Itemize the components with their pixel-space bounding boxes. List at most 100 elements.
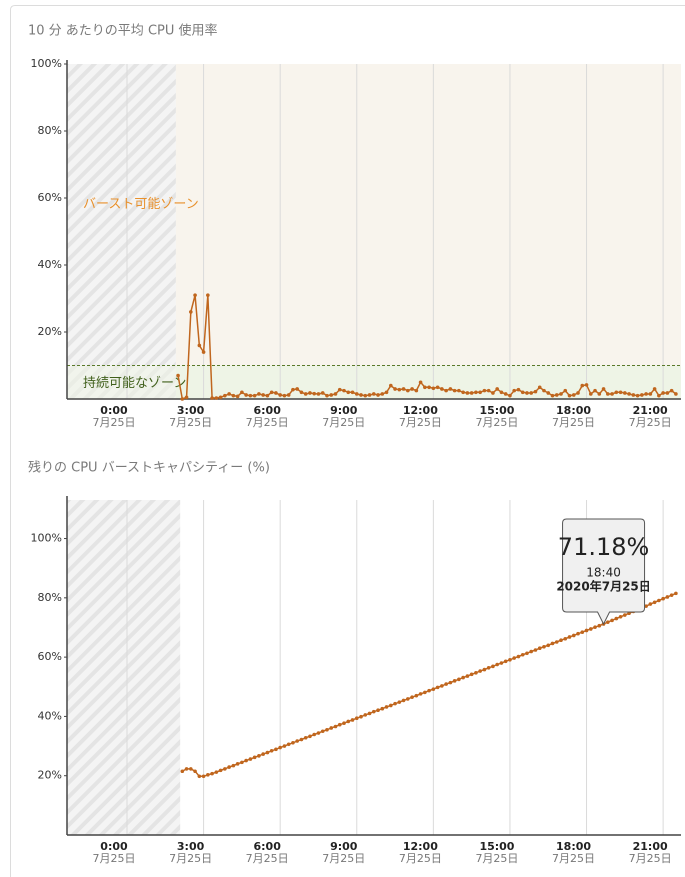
y-tick-label: 80% xyxy=(38,124,62,137)
data-point xyxy=(231,393,236,398)
data-point xyxy=(559,638,563,643)
data-point xyxy=(282,393,287,398)
data-point xyxy=(320,729,325,734)
data-point xyxy=(431,687,436,691)
data-point xyxy=(508,657,512,662)
data-point xyxy=(614,616,619,621)
data-point xyxy=(257,392,261,396)
x-tick-label: 6:00 xyxy=(253,404,281,417)
data-point xyxy=(567,393,572,398)
data-point xyxy=(665,391,670,395)
x-tick-label: 15:00 xyxy=(479,840,514,853)
x-tick-label: 12:00 xyxy=(403,840,438,853)
x-tick-date: 7月25日 xyxy=(399,852,442,865)
x-tick-date: 7月25日 xyxy=(246,416,289,429)
data-point xyxy=(537,385,542,390)
data-point xyxy=(231,763,236,768)
data-point xyxy=(333,724,338,729)
data-point xyxy=(465,391,470,395)
data-point xyxy=(520,390,525,395)
data-point xyxy=(457,388,461,393)
data-point xyxy=(444,682,448,686)
chart-title: 残りの CPU バーストキャパシティー (%) xyxy=(28,461,270,476)
data-point xyxy=(499,661,504,665)
data-point xyxy=(240,760,244,765)
data-point xyxy=(265,750,270,755)
data-point xyxy=(554,393,559,397)
data-point xyxy=(567,635,572,639)
data-point xyxy=(418,692,423,696)
data-point xyxy=(308,391,312,395)
tooltip-value: 71.18% xyxy=(558,533,650,561)
data-point xyxy=(444,388,448,393)
data-point xyxy=(559,392,563,396)
sustain-zone-left xyxy=(67,365,176,399)
data-point xyxy=(491,391,495,395)
data-point xyxy=(499,390,504,395)
data-point xyxy=(227,765,231,769)
data-point xyxy=(674,591,678,596)
data-point xyxy=(431,386,436,391)
data-point xyxy=(644,604,648,608)
data-point xyxy=(261,752,265,756)
data-point xyxy=(648,392,653,396)
x-tick-label: 9:00 xyxy=(330,840,358,853)
data-point xyxy=(320,391,325,395)
data-point xyxy=(525,651,529,656)
data-point xyxy=(580,630,585,635)
x-tick-date: 7月25日 xyxy=(475,852,518,865)
data-point xyxy=(554,640,559,644)
data-point xyxy=(189,310,193,314)
data-point xyxy=(252,755,257,760)
data-point xyxy=(491,664,495,669)
data-point xyxy=(516,654,521,659)
data-point xyxy=(410,387,414,391)
y-tick-label: 100% xyxy=(31,532,62,545)
x-tick-date: 7月25日 xyxy=(629,416,672,429)
data-point xyxy=(223,767,227,771)
data-point xyxy=(244,758,248,763)
data-point xyxy=(652,387,657,391)
data-point xyxy=(495,662,499,667)
data-point xyxy=(380,706,385,711)
data-point xyxy=(669,388,674,393)
data-point xyxy=(312,391,317,396)
data-point xyxy=(342,721,346,726)
data-point xyxy=(342,388,346,393)
data-point xyxy=(393,387,397,391)
data-point xyxy=(546,643,551,648)
data-point xyxy=(299,390,304,395)
data-point xyxy=(584,628,589,633)
data-point xyxy=(206,293,210,297)
data-point xyxy=(269,390,274,395)
data-point xyxy=(452,388,457,393)
data-point xyxy=(354,716,359,720)
data-point xyxy=(452,679,457,683)
burst-zone xyxy=(175,64,681,366)
data-point xyxy=(337,387,342,392)
card-border xyxy=(10,5,685,877)
data-point xyxy=(410,695,414,699)
data-point xyxy=(550,641,555,646)
data-point xyxy=(235,762,240,766)
data-point xyxy=(512,656,517,660)
data-point xyxy=(674,392,678,396)
data-point xyxy=(486,388,491,393)
data-point xyxy=(197,774,202,779)
data-point xyxy=(614,390,619,395)
data-point xyxy=(397,700,402,704)
data-point xyxy=(193,769,197,774)
data-point xyxy=(414,693,419,698)
data-point xyxy=(482,667,487,672)
data-point xyxy=(235,394,240,399)
x-tick-label: 3:00 xyxy=(177,404,205,417)
data-point xyxy=(474,671,478,675)
data-point xyxy=(627,392,631,396)
data-point xyxy=(525,391,529,395)
data-point xyxy=(580,383,585,388)
x-tick-label: 21:00 xyxy=(633,840,668,853)
data-point xyxy=(469,391,474,395)
data-point xyxy=(427,385,431,390)
data-point xyxy=(503,392,508,396)
data-point xyxy=(308,734,312,739)
